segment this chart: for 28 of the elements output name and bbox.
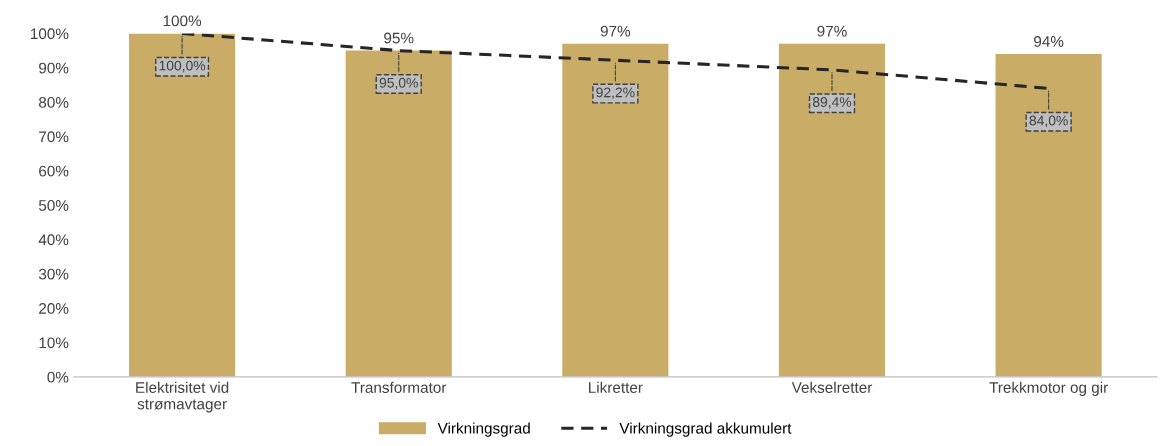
data-label: 89,4% (812, 97, 852, 109)
y-tick-label: 0% (47, 371, 69, 383)
x-tick-label: Likretter (589, 381, 643, 393)
y-tick-label: 50% (38, 200, 69, 211)
legend-label: Virkningsgrad akkumulert (619, 422, 792, 437)
y-tick-label: 80% (39, 97, 69, 108)
x-tick-label: Elektrisitet vid strømavtager (136, 381, 229, 413)
y-tick-label: 70% (39, 131, 69, 143)
x-tick-label: Transformator (351, 381, 447, 393)
data-label: 97% (600, 25, 631, 37)
data-label: 97% (817, 25, 847, 37)
y-tick-label: 90% (39, 62, 69, 74)
data-label: 95,0% (379, 77, 418, 90)
data-label: 95% (384, 32, 414, 44)
legend-label: Virkningsgrad (437, 422, 530, 437)
data-label: 100% (163, 15, 202, 27)
data-label: 94% (1034, 36, 1064, 47)
y-tick-label: 60% (39, 165, 69, 177)
x-tick-label: Vekselretter (791, 381, 873, 393)
y-tick-label: 10% (39, 337, 69, 349)
data-label: 100,0% (159, 60, 206, 73)
y-tick-label: 20% (39, 303, 69, 314)
y-tick-label: 30% (38, 268, 69, 280)
x-tick-label: Trekkmotor og gir (989, 381, 1108, 396)
y-tick-label: 100% (31, 28, 69, 40)
data-label: 84,0% (1029, 115, 1068, 128)
data-label: 92,2% (596, 87, 635, 99)
y-tick-label: 40% (38, 234, 69, 246)
